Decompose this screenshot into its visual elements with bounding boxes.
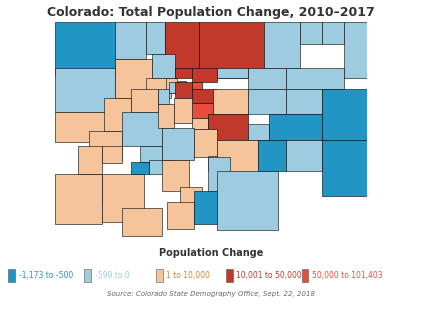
Bar [169, 82, 179, 93]
Bar [192, 68, 217, 82]
Bar [162, 128, 194, 160]
Bar [158, 104, 174, 128]
Bar [286, 140, 322, 171]
Bar [162, 160, 189, 191]
Bar [174, 98, 192, 123]
Bar [78, 174, 102, 202]
Bar [179, 81, 186, 90]
Bar [192, 103, 213, 118]
Bar [146, 78, 170, 98]
Bar [78, 146, 102, 174]
Bar [175, 82, 192, 98]
Bar [194, 191, 217, 224]
Bar [258, 140, 286, 171]
Bar [192, 118, 208, 129]
Bar [122, 208, 162, 236]
Bar [264, 22, 300, 68]
Bar [180, 187, 202, 208]
Bar [122, 112, 162, 146]
Bar [140, 146, 162, 162]
Bar [158, 89, 169, 104]
Text: 50,000 to 101,403: 50,000 to 101,403 [312, 271, 382, 280]
Bar [300, 22, 322, 44]
Bar [89, 131, 122, 160]
Bar [104, 98, 131, 131]
Bar [194, 129, 217, 157]
Bar [166, 78, 177, 93]
Text: Source: Colorado State Demography Office, Sept. 22, 2018: Source: Colorado State Demography Office… [107, 291, 315, 297]
Bar [199, 22, 264, 78]
Bar [268, 114, 322, 140]
Bar [165, 22, 199, 68]
Bar [208, 156, 225, 171]
Text: Population Change: Population Change [159, 248, 263, 258]
Bar [217, 68, 248, 78]
Bar [208, 114, 248, 140]
Bar [217, 140, 258, 180]
Bar [192, 82, 202, 92]
Bar [248, 68, 286, 89]
Title: Colorado: Total Population Change, 2010–2017: Colorado: Total Population Change, 2010–… [47, 6, 375, 19]
Bar [56, 112, 115, 142]
Bar [115, 59, 152, 98]
Bar [322, 140, 366, 196]
Bar [213, 89, 248, 114]
Text: -599 to 0: -599 to 0 [95, 271, 129, 280]
Bar [131, 162, 149, 174]
Bar [102, 146, 122, 163]
Bar [149, 160, 170, 174]
Bar [192, 89, 217, 103]
Bar [344, 22, 366, 78]
Bar [102, 174, 144, 222]
Bar [248, 89, 286, 114]
Text: -1,173 to -500: -1,173 to -500 [19, 271, 73, 280]
Bar [208, 157, 230, 191]
Text: 1 to 10,000: 1 to 10,000 [166, 271, 210, 280]
Bar [286, 68, 344, 89]
Bar [131, 89, 158, 112]
Bar [146, 22, 165, 54]
Bar [217, 171, 278, 230]
Bar [56, 22, 115, 75]
Text: 10,001 to 50,000: 10,001 to 50,000 [236, 271, 302, 280]
Bar [152, 54, 175, 78]
Bar [322, 89, 366, 140]
Bar [56, 68, 115, 112]
Bar [115, 22, 146, 59]
Bar [56, 174, 102, 224]
Bar [286, 89, 322, 114]
Bar [248, 124, 268, 140]
Bar [167, 202, 194, 229]
Bar [175, 68, 192, 78]
Bar [322, 22, 344, 44]
